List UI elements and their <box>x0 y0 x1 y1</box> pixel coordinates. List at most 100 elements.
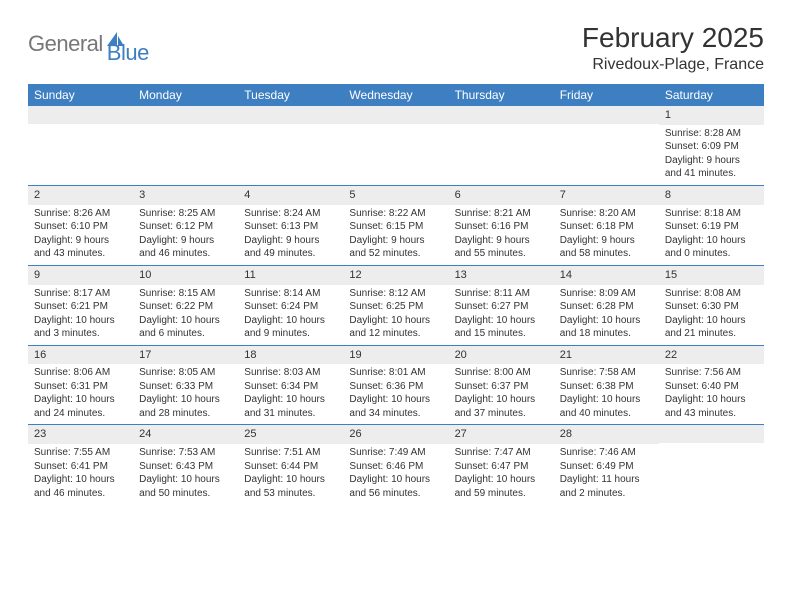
daylight-text: Daylight: 10 hours and 0 minutes. <box>665 234 758 261</box>
daylight-text: Daylight: 10 hours and 18 minutes. <box>560 314 653 341</box>
sunrise-text: Sunrise: 8:06 AM <box>34 366 127 380</box>
day-cell: 7Sunrise: 8:20 AMSunset: 6:18 PMDaylight… <box>554 186 659 265</box>
sunrise-text: Sunrise: 8:00 AM <box>455 366 548 380</box>
day-info: Sunrise: 8:05 AMSunset: 6:33 PMDaylight:… <box>133 364 238 424</box>
daylight-text: Daylight: 10 hours and 9 minutes. <box>244 314 337 341</box>
daylight-text: Daylight: 9 hours and 43 minutes. <box>34 234 127 261</box>
sunrise-text: Sunrise: 8:11 AM <box>455 287 548 301</box>
day-number: 12 <box>343 266 448 285</box>
weeks-container: 1Sunrise: 8:28 AMSunset: 6:09 PMDaylight… <box>28 106 764 504</box>
day-number: 10 <box>133 266 238 285</box>
day-info: Sunrise: 7:51 AMSunset: 6:44 PMDaylight:… <box>238 444 343 504</box>
day-cell: 26Sunrise: 7:49 AMSunset: 6:46 PMDayligh… <box>343 425 448 504</box>
day-cell <box>238 106 343 185</box>
sunset-text: Sunset: 6:33 PM <box>139 380 232 394</box>
sunset-text: Sunset: 6:44 PM <box>244 460 337 474</box>
daylight-text: Daylight: 10 hours and 12 minutes. <box>349 314 442 341</box>
day-cell <box>659 425 764 504</box>
daylight-text: Daylight: 10 hours and 3 minutes. <box>34 314 127 341</box>
sunset-text: Sunset: 6:36 PM <box>349 380 442 394</box>
day-cell: 25Sunrise: 7:51 AMSunset: 6:44 PMDayligh… <box>238 425 343 504</box>
day-number: 23 <box>28 425 133 444</box>
sunrise-text: Sunrise: 8:25 AM <box>139 207 232 221</box>
weekday-header: Thursday <box>449 84 554 106</box>
week-row: 1 Sunrise: 8:28 AMSunset: 6:09 PMDaylight… <box>28 106 764 185</box>
daylight-text: Daylight: 10 hours and 56 minutes. <box>349 473 442 500</box>
sunset-text: Sunset: 6:37 PM <box>455 380 548 394</box>
sunset-text: Sunset: 6:12 PM <box>139 220 232 234</box>
daylight-text: Daylight: 10 hours and 6 minutes. <box>139 314 232 341</box>
daylight-text: Daylight: 9 hours and 41 minutes. <box>665 154 758 181</box>
sunrise-text: Sunrise: 8:12 AM <box>349 287 442 301</box>
day-info: Sunrise: 8:15 AMSunset: 6:22 PMDaylight:… <box>133 285 238 345</box>
day-number: 22 <box>659 346 764 365</box>
sunset-text: Sunset: 6:31 PM <box>34 380 127 394</box>
day-cell: 18Sunrise: 8:03 AMSunset: 6:34 PMDayligh… <box>238 346 343 425</box>
day-cell: 3Sunrise: 8:25 AMSunset: 6:12 PMDaylight… <box>133 186 238 265</box>
sunset-text: Sunset: 6:27 PM <box>455 300 548 314</box>
day-info: Sunrise: 8:00 AMSunset: 6:37 PMDaylight:… <box>449 364 554 424</box>
daylight-text: Daylight: 10 hours and 59 minutes. <box>455 473 548 500</box>
day-cell: 5Sunrise: 8:22 AMSunset: 6:15 PMDaylight… <box>343 186 448 265</box>
brand-logo: General Blue <box>28 22 149 66</box>
day-cell: 11Sunrise: 8:14 AMSunset: 6:24 PMDayligh… <box>238 266 343 345</box>
sunrise-text: Sunrise: 7:51 AM <box>244 446 337 460</box>
day-number: 17 <box>133 346 238 365</box>
day-info: Sunrise: 8:09 AMSunset: 6:28 PMDaylight:… <box>554 285 659 345</box>
daylight-text: Daylight: 10 hours and 21 minutes. <box>665 314 758 341</box>
sunrise-text: Sunrise: 8:08 AM <box>665 287 758 301</box>
day-number: 28 <box>554 425 659 444</box>
day-number: 15 <box>659 266 764 285</box>
day-info: Sunrise: 7:47 AMSunset: 6:47 PMDaylight:… <box>449 444 554 504</box>
day-cell: 28Sunrise: 7:46 AMSunset: 6:49 PMDayligh… <box>554 425 659 504</box>
day-cell: 19Sunrise: 8:01 AMSunset: 6:36 PMDayligh… <box>343 346 448 425</box>
daylight-text: Daylight: 9 hours and 46 minutes. <box>139 234 232 261</box>
sunset-text: Sunset: 6:09 PM <box>665 140 758 154</box>
sunset-text: Sunset: 6:24 PM <box>244 300 337 314</box>
day-info: Sunrise: 8:20 AMSunset: 6:18 PMDaylight:… <box>554 205 659 265</box>
day-info: Sunrise: 7:49 AMSunset: 6:46 PMDaylight:… <box>343 444 448 504</box>
day-info: Sunrise: 8:25 AMSunset: 6:12 PMDaylight:… <box>133 205 238 265</box>
day-number: 24 <box>133 425 238 444</box>
day-cell: 8Sunrise: 8:18 AMSunset: 6:19 PMDaylight… <box>659 186 764 265</box>
sunset-text: Sunset: 6:16 PM <box>455 220 548 234</box>
sunset-text: Sunset: 6:41 PM <box>34 460 127 474</box>
sunrise-text: Sunrise: 7:47 AM <box>455 446 548 460</box>
day-number: 7 <box>554 186 659 205</box>
day-number <box>659 425 764 443</box>
brand-text-2: Blue <box>107 40 149 66</box>
day-number: 13 <box>449 266 554 285</box>
daylight-text: Daylight: 10 hours and 37 minutes. <box>455 393 548 420</box>
daylight-text: Daylight: 10 hours and 15 minutes. <box>455 314 548 341</box>
daylight-text: Daylight: 10 hours and 46 minutes. <box>34 473 127 500</box>
day-info: Sunrise: 8:26 AMSunset: 6:10 PMDaylight:… <box>28 205 133 265</box>
sunrise-text: Sunrise: 8:18 AM <box>665 207 758 221</box>
day-number: 11 <box>238 266 343 285</box>
sunrise-text: Sunrise: 8:26 AM <box>34 207 127 221</box>
sunset-text: Sunset: 6:15 PM <box>349 220 442 234</box>
day-number: 25 <box>238 425 343 444</box>
weekday-header: Monday <box>133 84 238 106</box>
day-number: 8 <box>659 186 764 205</box>
sunrise-text: Sunrise: 7:56 AM <box>665 366 758 380</box>
day-number <box>343 106 448 124</box>
sunrise-text: Sunrise: 7:46 AM <box>560 446 653 460</box>
day-cell: 27Sunrise: 7:47 AMSunset: 6:47 PMDayligh… <box>449 425 554 504</box>
day-info: Sunrise: 8:17 AMSunset: 6:21 PMDaylight:… <box>28 285 133 345</box>
day-cell: 22Sunrise: 7:56 AMSunset: 6:40 PMDayligh… <box>659 346 764 425</box>
daylight-text: Daylight: 9 hours and 49 minutes. <box>244 234 337 261</box>
day-cell: 10Sunrise: 8:15 AMSunset: 6:22 PMDayligh… <box>133 266 238 345</box>
day-cell: 20Sunrise: 8:00 AMSunset: 6:37 PMDayligh… <box>449 346 554 425</box>
day-cell: 14Sunrise: 8:09 AMSunset: 6:28 PMDayligh… <box>554 266 659 345</box>
day-cell: 1 Sunrise: 8:28 AMSunset: 6:09 PMDaylight… <box>659 106 764 185</box>
sunset-text: Sunset: 6:40 PM <box>665 380 758 394</box>
day-cell <box>449 106 554 185</box>
sunrise-text: Sunrise: 8:28 AM <box>665 127 758 141</box>
sunset-text: Sunset: 6:38 PM <box>560 380 653 394</box>
day-number: 1 <box>659 106 764 125</box>
day-info: Sunrise: 7:56 AMSunset: 6:40 PMDaylight:… <box>659 364 764 424</box>
daylight-text: Daylight: 10 hours and 28 minutes. <box>139 393 232 420</box>
day-number: 5 <box>343 186 448 205</box>
sunrise-text: Sunrise: 8:17 AM <box>34 287 127 301</box>
weekday-header: Wednesday <box>343 84 448 106</box>
